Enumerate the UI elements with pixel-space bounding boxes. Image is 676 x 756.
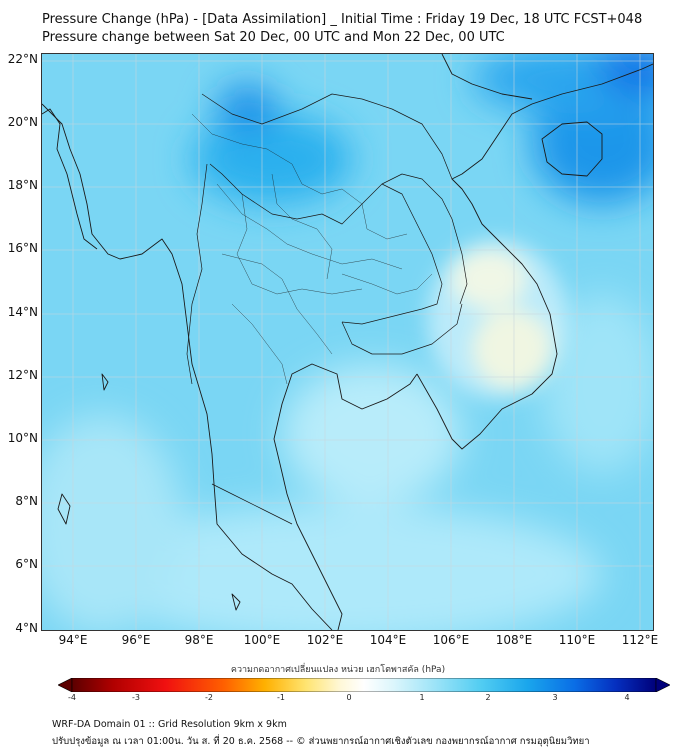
country-borders bbox=[186, 93, 468, 525]
colorbar-tick: 1 bbox=[419, 693, 425, 702]
lat-label: 18°N bbox=[7, 178, 38, 192]
colorbar-extend-low bbox=[58, 678, 73, 692]
coastline-hainan bbox=[541, 121, 603, 177]
east-sea-area bbox=[542, 294, 653, 474]
lat-label: 12°N bbox=[7, 368, 38, 382]
border-china bbox=[201, 93, 453, 180]
lon-label: 110°E bbox=[558, 633, 596, 647]
footer-domain-info: WRF-DA Domain 01 :: Grid Resolution 9km … bbox=[52, 719, 287, 730]
lon-label: 94°E bbox=[58, 633, 88, 647]
coastline-myanmar-west bbox=[42, 108, 98, 250]
lon-label: 96°E bbox=[121, 633, 151, 647]
border-thailand-laos bbox=[209, 163, 443, 325]
lon-label: 112°E bbox=[621, 633, 659, 647]
lat-label: 20°N bbox=[7, 115, 38, 129]
border-laos-vietnam bbox=[381, 173, 468, 305]
border-cambodia bbox=[341, 303, 463, 355]
border-malaysia bbox=[211, 483, 293, 525]
colorbar-tick: -2 bbox=[205, 693, 213, 702]
lon-label: 104°E bbox=[369, 633, 407, 647]
coastline-gulf bbox=[273, 363, 418, 630]
lat-label: 14°N bbox=[7, 305, 38, 319]
colorbar-gradient bbox=[71, 678, 657, 692]
province-borders bbox=[191, 113, 433, 385]
colorbar-tick: 4 bbox=[624, 693, 630, 702]
lighter-gulf-area bbox=[282, 364, 462, 504]
darker-topright-area bbox=[597, 54, 653, 94]
gridlines bbox=[42, 54, 653, 630]
darker-northwest-area bbox=[192, 114, 352, 204]
lat-label: 4°N bbox=[15, 621, 38, 635]
lat-label: 6°N bbox=[15, 557, 38, 571]
colorbar-tick: -3 bbox=[132, 693, 140, 702]
colorbar-tick: 3 bbox=[552, 693, 558, 702]
coastline-mainland bbox=[42, 103, 333, 630]
lon-label: 106°E bbox=[432, 633, 470, 647]
colorbar-tick: 2 bbox=[485, 693, 491, 702]
lat-label: 8°N bbox=[15, 494, 38, 508]
lighter-sea-area bbox=[82, 504, 602, 630]
colorbar-tick: 0 bbox=[346, 693, 352, 702]
chart-subtitle: Pressure change between Sat 20 Dec, 00 U… bbox=[42, 30, 505, 45]
lat-label: 10°N bbox=[7, 431, 38, 445]
neutral-halo bbox=[427, 239, 567, 399]
colorbar-tick: -4 bbox=[68, 693, 76, 702]
lon-label: 100°E bbox=[243, 633, 281, 647]
map-panel[interactable] bbox=[41, 53, 654, 631]
lon-label: 98°E bbox=[184, 633, 214, 647]
colorbar bbox=[58, 678, 670, 692]
lat-label: 22°N bbox=[7, 52, 38, 66]
coastline-south-china bbox=[441, 54, 533, 100]
footer-credit: ปรับปรุงข้อมูล ณ เวลา 01:00น. วัน ส. ที่… bbox=[52, 736, 590, 747]
darker-north-area bbox=[217, 84, 277, 134]
coastline-cambodia-vietnam bbox=[416, 63, 653, 450]
colorbar-title: ความกดอากาศเปลี่ยนแปลง หน่วย เฮกโตพาสคัล… bbox=[230, 665, 446, 675]
lat-label: 16°N bbox=[7, 241, 38, 255]
lon-label: 108°E bbox=[495, 633, 533, 647]
coastlines bbox=[42, 54, 653, 630]
lighter-southwest-area bbox=[42, 414, 182, 630]
colorbar-extend-high bbox=[655, 678, 670, 692]
pressure-change-map bbox=[42, 54, 653, 630]
border-myanmar-thailand bbox=[186, 163, 208, 385]
coastline-islands bbox=[57, 373, 241, 611]
chart-title: Pressure Change (hPa) - [Data Assimilati… bbox=[42, 12, 643, 27]
colorbar-tick: -1 bbox=[277, 693, 285, 702]
lon-label: 102°E bbox=[306, 633, 344, 647]
